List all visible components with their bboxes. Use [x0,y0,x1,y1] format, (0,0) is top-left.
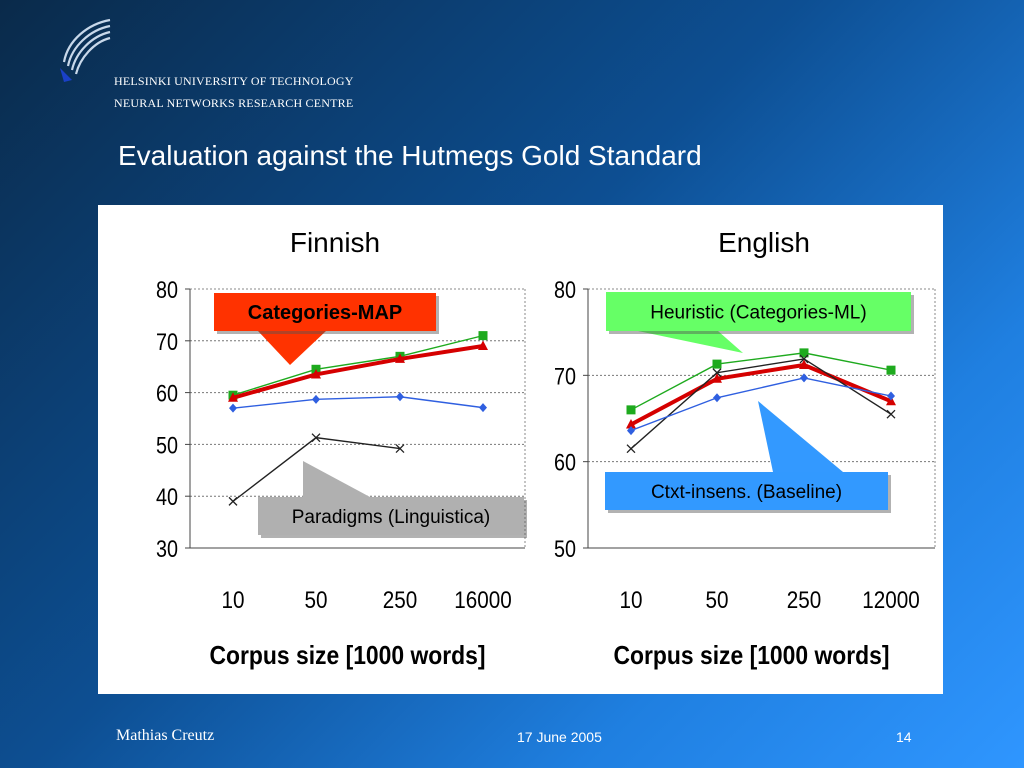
y-tick-label: 80 [156,277,178,304]
callout-blue-callout: Ctxt-insens. (Baseline) [605,401,888,510]
data-point-diamond [800,373,808,383]
charts-svg: Finnish 30 40 50 60 70 80 10 50 250 16000 Corpus si… [156,227,936,670]
callout-label: Ctxt-insens. (Baseline) [651,482,842,503]
x-axis-label: Corpus size [1000 words] [210,640,486,670]
series-line [232,334,484,396]
x-tick-label: 16000 [454,587,512,614]
y-tick-label: 30 [156,536,178,563]
y-tick-label: 50 [554,536,576,563]
data-point-square [478,331,488,341]
slide-title: Evaluation against the Hutmegs Gold Stan… [118,140,702,171]
data-point-square [626,405,636,415]
data-point-x [228,496,238,506]
y-tick-label: 60 [156,381,178,408]
y-tick-label: 70 [156,329,178,356]
callout-pointer [638,331,743,353]
presentation-date: 17 June 2005 [517,729,602,745]
data-point-x [395,444,405,454]
data-point-diamond [396,392,404,402]
data-point-diamond [312,394,320,404]
x-tick-label: 50 [305,587,328,614]
x-tick-label: 10 [620,587,643,614]
x-tick-label: 250 [787,587,822,614]
chart-title: English [718,227,810,258]
data-point-diamond [887,391,895,401]
series-diamond [229,392,487,413]
callout-pointer [758,401,843,472]
x-axis-label: Corpus size [1000 words] [614,640,890,670]
data-point-x [799,354,809,364]
series-line [630,362,892,427]
data-point-triangle [311,368,321,379]
data-point-triangle [478,340,488,350]
callout-box [606,292,911,331]
callout-box [605,472,888,510]
data-point-triangle [799,359,809,369]
callout-box [258,497,524,535]
series-triangle [228,340,488,402]
series-line [232,396,484,409]
chart-panel: Finnish 30 40 50 60 70 80 10 50 250 16000 Corpus si… [98,205,943,694]
data-point-diamond [229,403,237,413]
x-tick-label: 50 [706,587,729,614]
data-point-diamond [479,403,487,413]
x-tick-label: 250 [383,587,418,614]
data-point-x [712,368,722,378]
data-point-x [311,433,321,443]
data-point-triangle [228,392,238,402]
data-point-square [799,348,809,358]
callout-label: Categories-MAP [248,302,402,324]
research-centre-name: NEURAL NETWORKS RESEARCH CENTRE [114,96,354,110]
callout-label: Heuristic (Categories-ML) [650,303,866,324]
data-point-diamond [713,393,721,403]
page-number: 14 [896,729,912,745]
x-tick-label: 10 [222,587,245,614]
series-square [626,348,896,415]
y-tick-label: 40 [156,484,178,511]
callout-green-callout: Heuristic (Categories-ML) [606,292,911,353]
callout-pointer [303,461,370,497]
callout-gray-callout: Paradigms (Linguistica) [258,461,524,535]
data-point-square [886,365,896,375]
author-name: Mathias Creutz [116,727,215,744]
series-line [630,377,892,432]
chart-english: English 50 60 70 80 10 50 250 12000 Corpus size [… [554,227,936,670]
data-point-triangle [712,373,722,383]
data-point-triangle [395,353,405,363]
series-x [228,433,405,506]
series-line [630,352,892,411]
series-line [232,344,484,400]
y-tick-label: 60 [554,450,576,477]
x-tick-label: 12000 [862,587,920,614]
y-tick-label: 50 [156,432,178,459]
y-tick-label: 80 [554,277,576,304]
institution-name: HELSINKI UNIVERSITY OF TECHNOLOGY [114,74,354,88]
chart-finnish: Finnish 30 40 50 60 70 80 10 50 250 16000 Corpus si… [156,227,526,670]
callout-pointer [258,331,326,365]
series-diamond [627,373,895,436]
chart-title: Finnish [290,227,380,258]
data-point-square [712,359,722,369]
callout-label: Paradigms (Linguistica) [292,507,491,528]
data-point-triangle [626,419,636,429]
data-point-x [626,444,636,454]
data-point-x [886,409,896,419]
university-logo [60,18,111,82]
callout-box [214,293,436,331]
y-tick-label: 70 [554,363,576,390]
data-point-diamond [627,426,635,436]
callout-red-callout: Categories-MAP [214,293,436,365]
